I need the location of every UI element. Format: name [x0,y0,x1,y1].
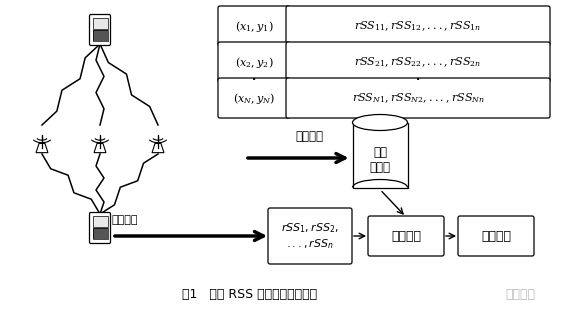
Polygon shape [36,143,48,153]
FancyBboxPatch shape [352,122,407,188]
Text: 数据采集: 数据采集 [295,130,323,143]
FancyBboxPatch shape [93,215,108,227]
FancyBboxPatch shape [89,15,110,45]
FancyBboxPatch shape [268,208,352,264]
FancyBboxPatch shape [218,78,290,118]
Text: 数据采集: 数据采集 [112,215,138,225]
FancyBboxPatch shape [93,30,108,41]
Text: $(x_2,y_2)$: $(x_2,y_2)$ [235,54,273,70]
Text: 网鸿科技: 网鸿科技 [505,289,535,302]
FancyBboxPatch shape [218,6,290,46]
FancyBboxPatch shape [218,42,290,82]
Text: $rSS_1,rSS_2,$
$...,rSS_n$: $rSS_1,rSS_2,$ $...,rSS_n$ [281,221,339,251]
Text: $rSS_{21},rSS_{22},...,rSS_{2n}$: $rSS_{21},rSS_{22},...,rSS_{2n}$ [354,55,482,69]
FancyBboxPatch shape [458,216,534,256]
Text: 位置
指纹库: 位置 指纹库 [370,146,391,174]
Text: $rSS_{11},rSS_{12},...,rSS_{1n}$: $rSS_{11},rSS_{12},...,rSS_{1n}$ [354,19,482,33]
Text: 图1   基于 RSS 位置指纹定位模型: 图1 基于 RSS 位置指纹定位模型 [182,289,317,302]
Text: 匹配算法: 匹配算法 [391,230,421,243]
Polygon shape [94,143,106,153]
Text: ·: · [251,70,257,90]
FancyBboxPatch shape [93,18,108,29]
Polygon shape [152,143,164,153]
FancyBboxPatch shape [286,6,550,46]
Ellipse shape [352,115,407,130]
Text: ·: · [415,70,421,90]
Text: $(x_N,y_N)$: $(x_N,y_N)$ [233,91,275,105]
Text: $rSS_{N1},rSS_{N2},...,rSS_{Nn}$: $rSS_{N1},rSS_{N2},...,rSS_{Nn}$ [352,91,484,105]
FancyBboxPatch shape [93,228,108,239]
Text: 预测位置: 预测位置 [481,230,511,243]
FancyBboxPatch shape [368,216,444,256]
Ellipse shape [352,115,407,130]
Text: $(x_1,y_1)$: $(x_1,y_1)$ [235,19,273,33]
FancyBboxPatch shape [286,42,550,82]
FancyBboxPatch shape [89,213,110,243]
FancyBboxPatch shape [286,78,550,118]
